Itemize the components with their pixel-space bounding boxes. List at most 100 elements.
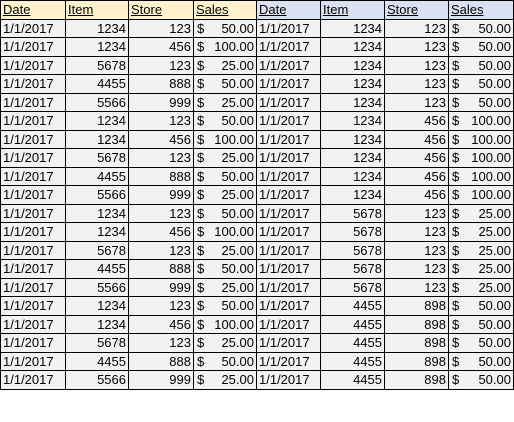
cell-store-left[interactable]: 999: [128, 370, 194, 390]
cell-store-right[interactable]: 123: [384, 203, 449, 223]
cell-item-left[interactable]: 5678: [65, 333, 129, 353]
cell-item-left[interactable]: 4455: [65, 351, 129, 371]
cell-date-right[interactable]: 1/1/2017: [256, 222, 321, 242]
cell-date-right[interactable]: 1/1/2017: [256, 203, 321, 223]
cell-sales-right[interactable]: $100.00: [448, 111, 514, 131]
cell-sales-left[interactable]: $100.00: [193, 314, 257, 334]
cell-store-left[interactable]: 456: [128, 314, 194, 334]
cell-date-left[interactable]: 1/1/2017: [0, 111, 66, 131]
cell-date-right[interactable]: 1/1/2017: [256, 370, 321, 390]
cell-date-right[interactable]: 1/1/2017: [256, 18, 321, 38]
cell-date-right[interactable]: 1/1/2017: [256, 259, 321, 279]
cell-store-right[interactable]: 456: [384, 185, 449, 205]
cell-sales-left[interactable]: $50.00: [193, 351, 257, 371]
cell-sales-right[interactable]: $50.00: [448, 370, 514, 390]
cell-sales-left[interactable]: $25.00: [193, 370, 257, 390]
cell-sales-left[interactable]: $50.00: [193, 166, 257, 186]
cell-sales-right[interactable]: $50.00: [448, 74, 514, 94]
cell-item-left[interactable]: 1234: [65, 111, 129, 131]
cell-date-left[interactable]: 1/1/2017: [0, 18, 66, 38]
cell-store-left[interactable]: 999: [128, 277, 194, 297]
cell-store-right[interactable]: 123: [384, 55, 449, 75]
cell-sales-left[interactable]: $50.00: [193, 111, 257, 131]
cell-date-left[interactable]: 1/1/2017: [0, 259, 66, 279]
cell-sales-left[interactable]: $25.00: [193, 240, 257, 260]
cell-store-left[interactable]: 888: [128, 166, 194, 186]
cell-date-right[interactable]: 1/1/2017: [256, 333, 321, 353]
cell-store-left[interactable]: 888: [128, 351, 194, 371]
cell-date-left[interactable]: 1/1/2017: [0, 333, 66, 353]
cell-date-right[interactable]: 1/1/2017: [256, 296, 321, 316]
cell-store-right[interactable]: 898: [384, 370, 449, 390]
cell-store-right[interactable]: 123: [384, 37, 449, 57]
header-date-left[interactable]: Date: [0, 0, 66, 20]
header-date-right[interactable]: Date: [256, 0, 321, 20]
cell-date-right[interactable]: 1/1/2017: [256, 277, 321, 297]
cell-date-right[interactable]: 1/1/2017: [256, 240, 321, 260]
cell-item-right[interactable]: 4455: [320, 333, 385, 353]
cell-store-left[interactable]: 123: [128, 18, 194, 38]
cell-store-right[interactable]: 123: [384, 240, 449, 260]
cell-date-left[interactable]: 1/1/2017: [0, 277, 66, 297]
cell-store-right[interactable]: 123: [384, 18, 449, 38]
header-store-right[interactable]: Store: [384, 0, 449, 20]
cell-store-left[interactable]: 123: [128, 148, 194, 168]
cell-item-left[interactable]: 5566: [65, 92, 129, 112]
cell-sales-left[interactable]: $25.00: [193, 333, 257, 353]
cell-date-left[interactable]: 1/1/2017: [0, 351, 66, 371]
cell-date-left[interactable]: 1/1/2017: [0, 55, 66, 75]
cell-item-right[interactable]: 1234: [320, 111, 385, 131]
cell-item-left[interactable]: 1234: [65, 222, 129, 242]
cell-store-right[interactable]: 898: [384, 351, 449, 371]
cell-item-left[interactable]: 1234: [65, 37, 129, 57]
cell-date-left[interactable]: 1/1/2017: [0, 296, 66, 316]
cell-sales-right[interactable]: $25.00: [448, 203, 514, 223]
header-sales-right[interactable]: Sales: [448, 0, 514, 20]
cell-store-right[interactable]: 123: [384, 74, 449, 94]
cell-sales-right[interactable]: $50.00: [448, 18, 514, 38]
cell-item-right[interactable]: 5678: [320, 240, 385, 260]
cell-date-left[interactable]: 1/1/2017: [0, 185, 66, 205]
cell-store-right[interactable]: 123: [384, 277, 449, 297]
cell-item-right[interactable]: 5678: [320, 277, 385, 297]
cell-sales-left[interactable]: $25.00: [193, 185, 257, 205]
cell-sales-left[interactable]: $50.00: [193, 203, 257, 223]
cell-sales-left[interactable]: $25.00: [193, 148, 257, 168]
cell-item-right[interactable]: 1234: [320, 129, 385, 149]
cell-date-right[interactable]: 1/1/2017: [256, 351, 321, 371]
cell-store-left[interactable]: 999: [128, 92, 194, 112]
cell-date-left[interactable]: 1/1/2017: [0, 92, 66, 112]
cell-sales-right[interactable]: $50.00: [448, 296, 514, 316]
cell-item-left[interactable]: 4455: [65, 74, 129, 94]
cell-item-right[interactable]: 5678: [320, 259, 385, 279]
cell-item-left[interactable]: 1234: [65, 203, 129, 223]
cell-date-right[interactable]: 1/1/2017: [256, 166, 321, 186]
cell-store-right[interactable]: 898: [384, 333, 449, 353]
cell-sales-right[interactable]: $50.00: [448, 314, 514, 334]
cell-date-left[interactable]: 1/1/2017: [0, 166, 66, 186]
cell-date-left[interactable]: 1/1/2017: [0, 370, 66, 390]
cell-item-left[interactable]: 1234: [65, 296, 129, 316]
cell-store-left[interactable]: 123: [128, 55, 194, 75]
cell-item-left[interactable]: 5678: [65, 148, 129, 168]
cell-item-right[interactable]: 4455: [320, 370, 385, 390]
cell-item-right[interactable]: 1234: [320, 185, 385, 205]
cell-date-left[interactable]: 1/1/2017: [0, 148, 66, 168]
cell-date-left[interactable]: 1/1/2017: [0, 240, 66, 260]
cell-item-right[interactable]: 1234: [320, 37, 385, 57]
cell-sales-left[interactable]: $100.00: [193, 222, 257, 242]
cell-item-left[interactable]: 1234: [65, 129, 129, 149]
cell-date-left[interactable]: 1/1/2017: [0, 37, 66, 57]
cell-sales-left[interactable]: $25.00: [193, 277, 257, 297]
cell-store-left[interactable]: 456: [128, 222, 194, 242]
header-item-left[interactable]: Item: [65, 0, 129, 20]
cell-date-left[interactable]: 1/1/2017: [0, 314, 66, 334]
cell-store-left[interactable]: 123: [128, 111, 194, 131]
cell-item-right[interactable]: 1234: [320, 166, 385, 186]
cell-store-left[interactable]: 123: [128, 203, 194, 223]
cell-item-left[interactable]: 5678: [65, 55, 129, 75]
cell-store-left[interactable]: 123: [128, 240, 194, 260]
cell-item-right[interactable]: 5678: [320, 203, 385, 223]
cell-item-left[interactable]: 5678: [65, 240, 129, 260]
header-store-left[interactable]: Store: [128, 0, 194, 20]
